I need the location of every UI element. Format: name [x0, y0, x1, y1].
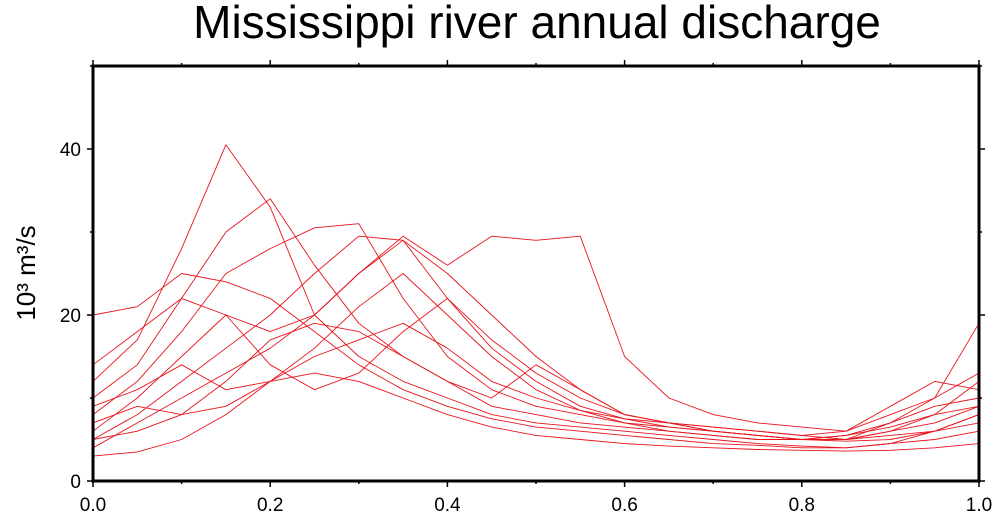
- x-tick-label: 1.0: [966, 495, 992, 516]
- y-tick-label: 0: [70, 472, 81, 493]
- series-line-8: [92, 273, 980, 449]
- plot-frame: [91, 64, 981, 483]
- x-tick-label: 0.8: [789, 495, 815, 516]
- y-tick-label: 40: [60, 140, 81, 161]
- series-line-12: [92, 322, 980, 442]
- series-line-9: [92, 322, 980, 436]
- series-line-4: [92, 235, 980, 432]
- series-line-6: [92, 239, 980, 449]
- y-tick-label: 20: [60, 306, 81, 327]
- series-line-11: [92, 372, 980, 457]
- x-tick-label: 0.0: [80, 495, 106, 516]
- y-axis-label: 10³ m³/s: [11, 225, 41, 320]
- series-line-3: [92, 223, 980, 440]
- series-line-2: [92, 198, 980, 440]
- x-tick-label: 0.2: [257, 495, 283, 516]
- x-tick-label: 0.4: [434, 495, 461, 516]
- series-line-1: [92, 144, 980, 449]
- series-line-7: [92, 297, 980, 440]
- series-line-5: [92, 235, 980, 440]
- series-layer: [92, 144, 980, 457]
- chart-title: Mississippi river annual discharge: [193, 0, 881, 48]
- x-tick-label: 0.6: [611, 495, 637, 516]
- series-line-10: [92, 273, 980, 440]
- ticks-layer: 0.0 0.2 0.4 0.6 0.8 1.0 0 20 40: [60, 60, 992, 516]
